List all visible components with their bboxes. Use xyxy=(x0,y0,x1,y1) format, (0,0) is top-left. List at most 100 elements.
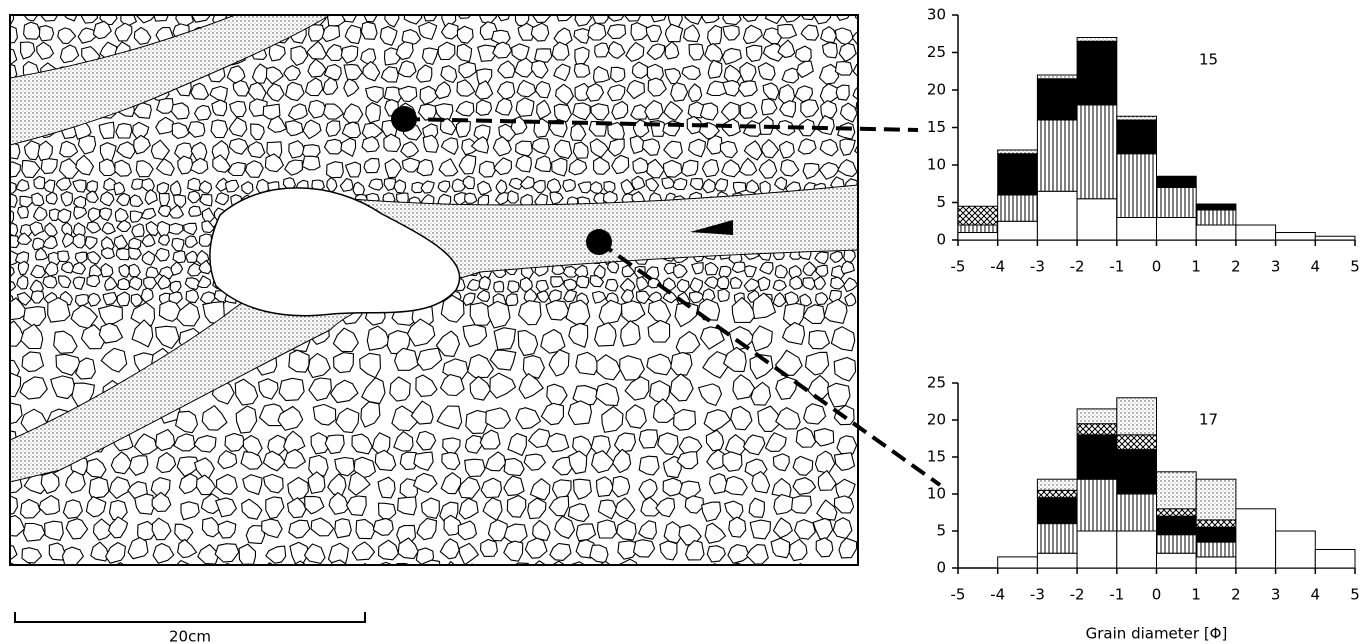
clast xyxy=(71,565,90,585)
clast xyxy=(465,193,477,203)
clast xyxy=(116,124,132,139)
clast xyxy=(595,43,609,57)
clast xyxy=(729,563,748,584)
clast xyxy=(792,564,812,582)
bar-segment xyxy=(998,221,1038,240)
clast xyxy=(286,121,303,136)
clast xyxy=(357,564,375,584)
bar-segment xyxy=(1196,225,1236,240)
clast xyxy=(465,459,485,476)
bar-segment xyxy=(1037,120,1077,191)
bar-segment xyxy=(1037,79,1077,120)
x-tick-label: -3 xyxy=(1030,586,1045,604)
clast xyxy=(557,3,573,21)
clast xyxy=(668,9,682,26)
clast xyxy=(129,238,142,249)
clast xyxy=(605,279,618,291)
clast xyxy=(2,209,14,222)
bar-segment xyxy=(1117,531,1157,568)
bar-segment xyxy=(1117,450,1157,494)
clast xyxy=(326,9,344,27)
clast xyxy=(169,223,183,234)
bar-segment xyxy=(1315,236,1355,240)
bar-segment xyxy=(958,206,998,225)
clast xyxy=(327,162,344,178)
clast xyxy=(211,120,228,138)
bar-segment xyxy=(1077,435,1117,479)
bar-segment xyxy=(1196,520,1236,527)
bar-segment xyxy=(1117,154,1157,218)
clast xyxy=(837,436,857,454)
bar-segment xyxy=(1315,550,1355,569)
clast xyxy=(283,178,295,189)
clast xyxy=(121,10,137,26)
y-tick-label: 15 xyxy=(927,448,946,466)
clast xyxy=(221,564,237,584)
clast xyxy=(860,280,873,293)
clast xyxy=(745,568,765,587)
bar-segment xyxy=(1117,398,1157,435)
clast xyxy=(859,250,872,264)
bar-segment xyxy=(1077,479,1117,531)
clast xyxy=(153,568,171,586)
y-tick-label: 10 xyxy=(927,485,946,503)
clast xyxy=(58,251,69,262)
x-tick-label: 5 xyxy=(1350,586,1360,604)
y-tick-label: 0 xyxy=(936,231,946,249)
y-tick-label: 0 xyxy=(936,559,946,577)
bar-segment xyxy=(1196,557,1236,568)
clast xyxy=(857,44,876,58)
clast xyxy=(0,48,17,65)
bar-segment xyxy=(998,195,1038,221)
sample-label: 15 xyxy=(1199,51,1218,69)
y-tick-label: 15 xyxy=(927,118,946,136)
sample-label: 17 xyxy=(1199,411,1218,429)
bar-segment xyxy=(1077,424,1117,435)
clast xyxy=(0,495,17,515)
clast xyxy=(861,293,872,308)
bar-segment xyxy=(1196,542,1236,557)
x-tick-label: 1 xyxy=(1191,586,1201,604)
x-tick-label: 4 xyxy=(1311,258,1321,276)
clast xyxy=(702,160,718,177)
bar-segment xyxy=(1157,535,1197,554)
clast xyxy=(611,67,625,82)
bar-segment xyxy=(1276,531,1316,568)
clast xyxy=(838,568,860,589)
clast xyxy=(504,524,527,542)
bar-segment xyxy=(1276,233,1316,241)
clast xyxy=(116,249,129,260)
clast xyxy=(758,277,770,291)
clast xyxy=(306,567,326,588)
clast xyxy=(859,192,870,205)
clast xyxy=(671,353,692,376)
clast xyxy=(481,566,501,587)
clast xyxy=(128,565,147,582)
bar-segment xyxy=(1037,490,1077,497)
clast xyxy=(645,565,663,584)
x-tick-label: 2 xyxy=(1231,586,1241,604)
clast xyxy=(87,181,98,192)
bar-segment xyxy=(1077,38,1117,42)
clast xyxy=(673,178,687,189)
x-tick-label: -2 xyxy=(1070,586,1085,604)
bar-segment xyxy=(1196,204,1236,210)
y-tick-label: 10 xyxy=(927,156,946,174)
clast xyxy=(421,560,441,580)
x-tick-label: 4 xyxy=(1311,586,1321,604)
bar-segment xyxy=(1077,199,1117,240)
x-tick-label: 2 xyxy=(1231,258,1241,276)
scale-bar xyxy=(15,612,365,622)
clast xyxy=(554,104,571,121)
clast xyxy=(279,378,304,400)
clast xyxy=(773,566,795,584)
x-tick-label: 0 xyxy=(1152,258,1162,276)
clast xyxy=(664,160,682,177)
x-tick-label: 0 xyxy=(1152,586,1162,604)
x-tick-label: -4 xyxy=(990,258,1005,276)
clast xyxy=(20,564,38,586)
bar-segment xyxy=(1157,516,1197,535)
clast xyxy=(102,248,115,259)
x-tick-label: 1 xyxy=(1191,258,1201,276)
y-tick-label: 5 xyxy=(936,522,946,540)
